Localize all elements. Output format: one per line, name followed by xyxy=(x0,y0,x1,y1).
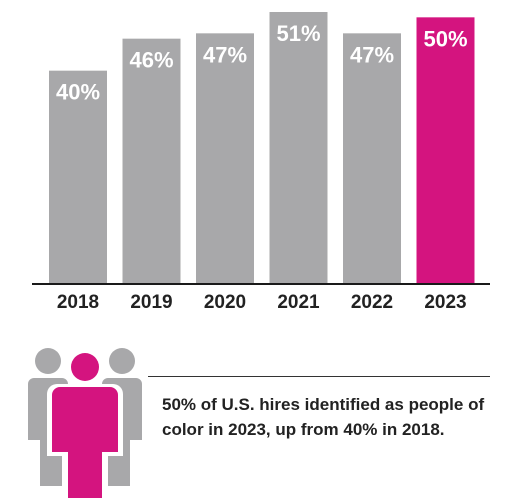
bar-2018 xyxy=(49,70,107,285)
bar-2023 xyxy=(416,17,475,284)
x-tick-label-2018: 2018 xyxy=(57,292,99,313)
people-group-icon xyxy=(28,348,142,500)
bar-labels-group: 40% 46% 47% 51% 47% 50% xyxy=(56,21,468,105)
callout-caption: 50% of U.S. hires identified as people o… xyxy=(162,395,485,439)
bar-2020 xyxy=(196,33,254,285)
bar-value-label-2019: 46% xyxy=(129,48,173,73)
x-tick-label-2019: 2019 xyxy=(130,292,172,313)
x-tick-label-2020: 2020 xyxy=(204,292,246,313)
bars-group xyxy=(49,12,475,285)
bar-value-label-2018: 40% xyxy=(56,80,100,105)
bar-value-label-2022: 47% xyxy=(350,42,394,67)
bar-2021 xyxy=(269,12,328,284)
bar-2022 xyxy=(343,33,401,285)
bar-value-label-2021: 51% xyxy=(276,21,320,46)
x-tick-label-2023: 2023 xyxy=(424,292,466,313)
x-tick-label-2021: 2021 xyxy=(277,292,320,313)
bar-value-label-2020: 47% xyxy=(203,42,247,67)
x-tick-labels-group: 2018 2019 2020 2021 2022 2023 xyxy=(57,292,467,313)
bar-chart: 40%46% 47%51%47%50% 2018 2019 2020 2021 2022 2… xyxy=(32,12,490,313)
bar-2019 xyxy=(122,38,181,284)
bar-value-label-2023: 50% xyxy=(423,26,467,51)
x-tick-label-2022: 2022 xyxy=(351,292,393,313)
callout-divider xyxy=(148,376,490,377)
